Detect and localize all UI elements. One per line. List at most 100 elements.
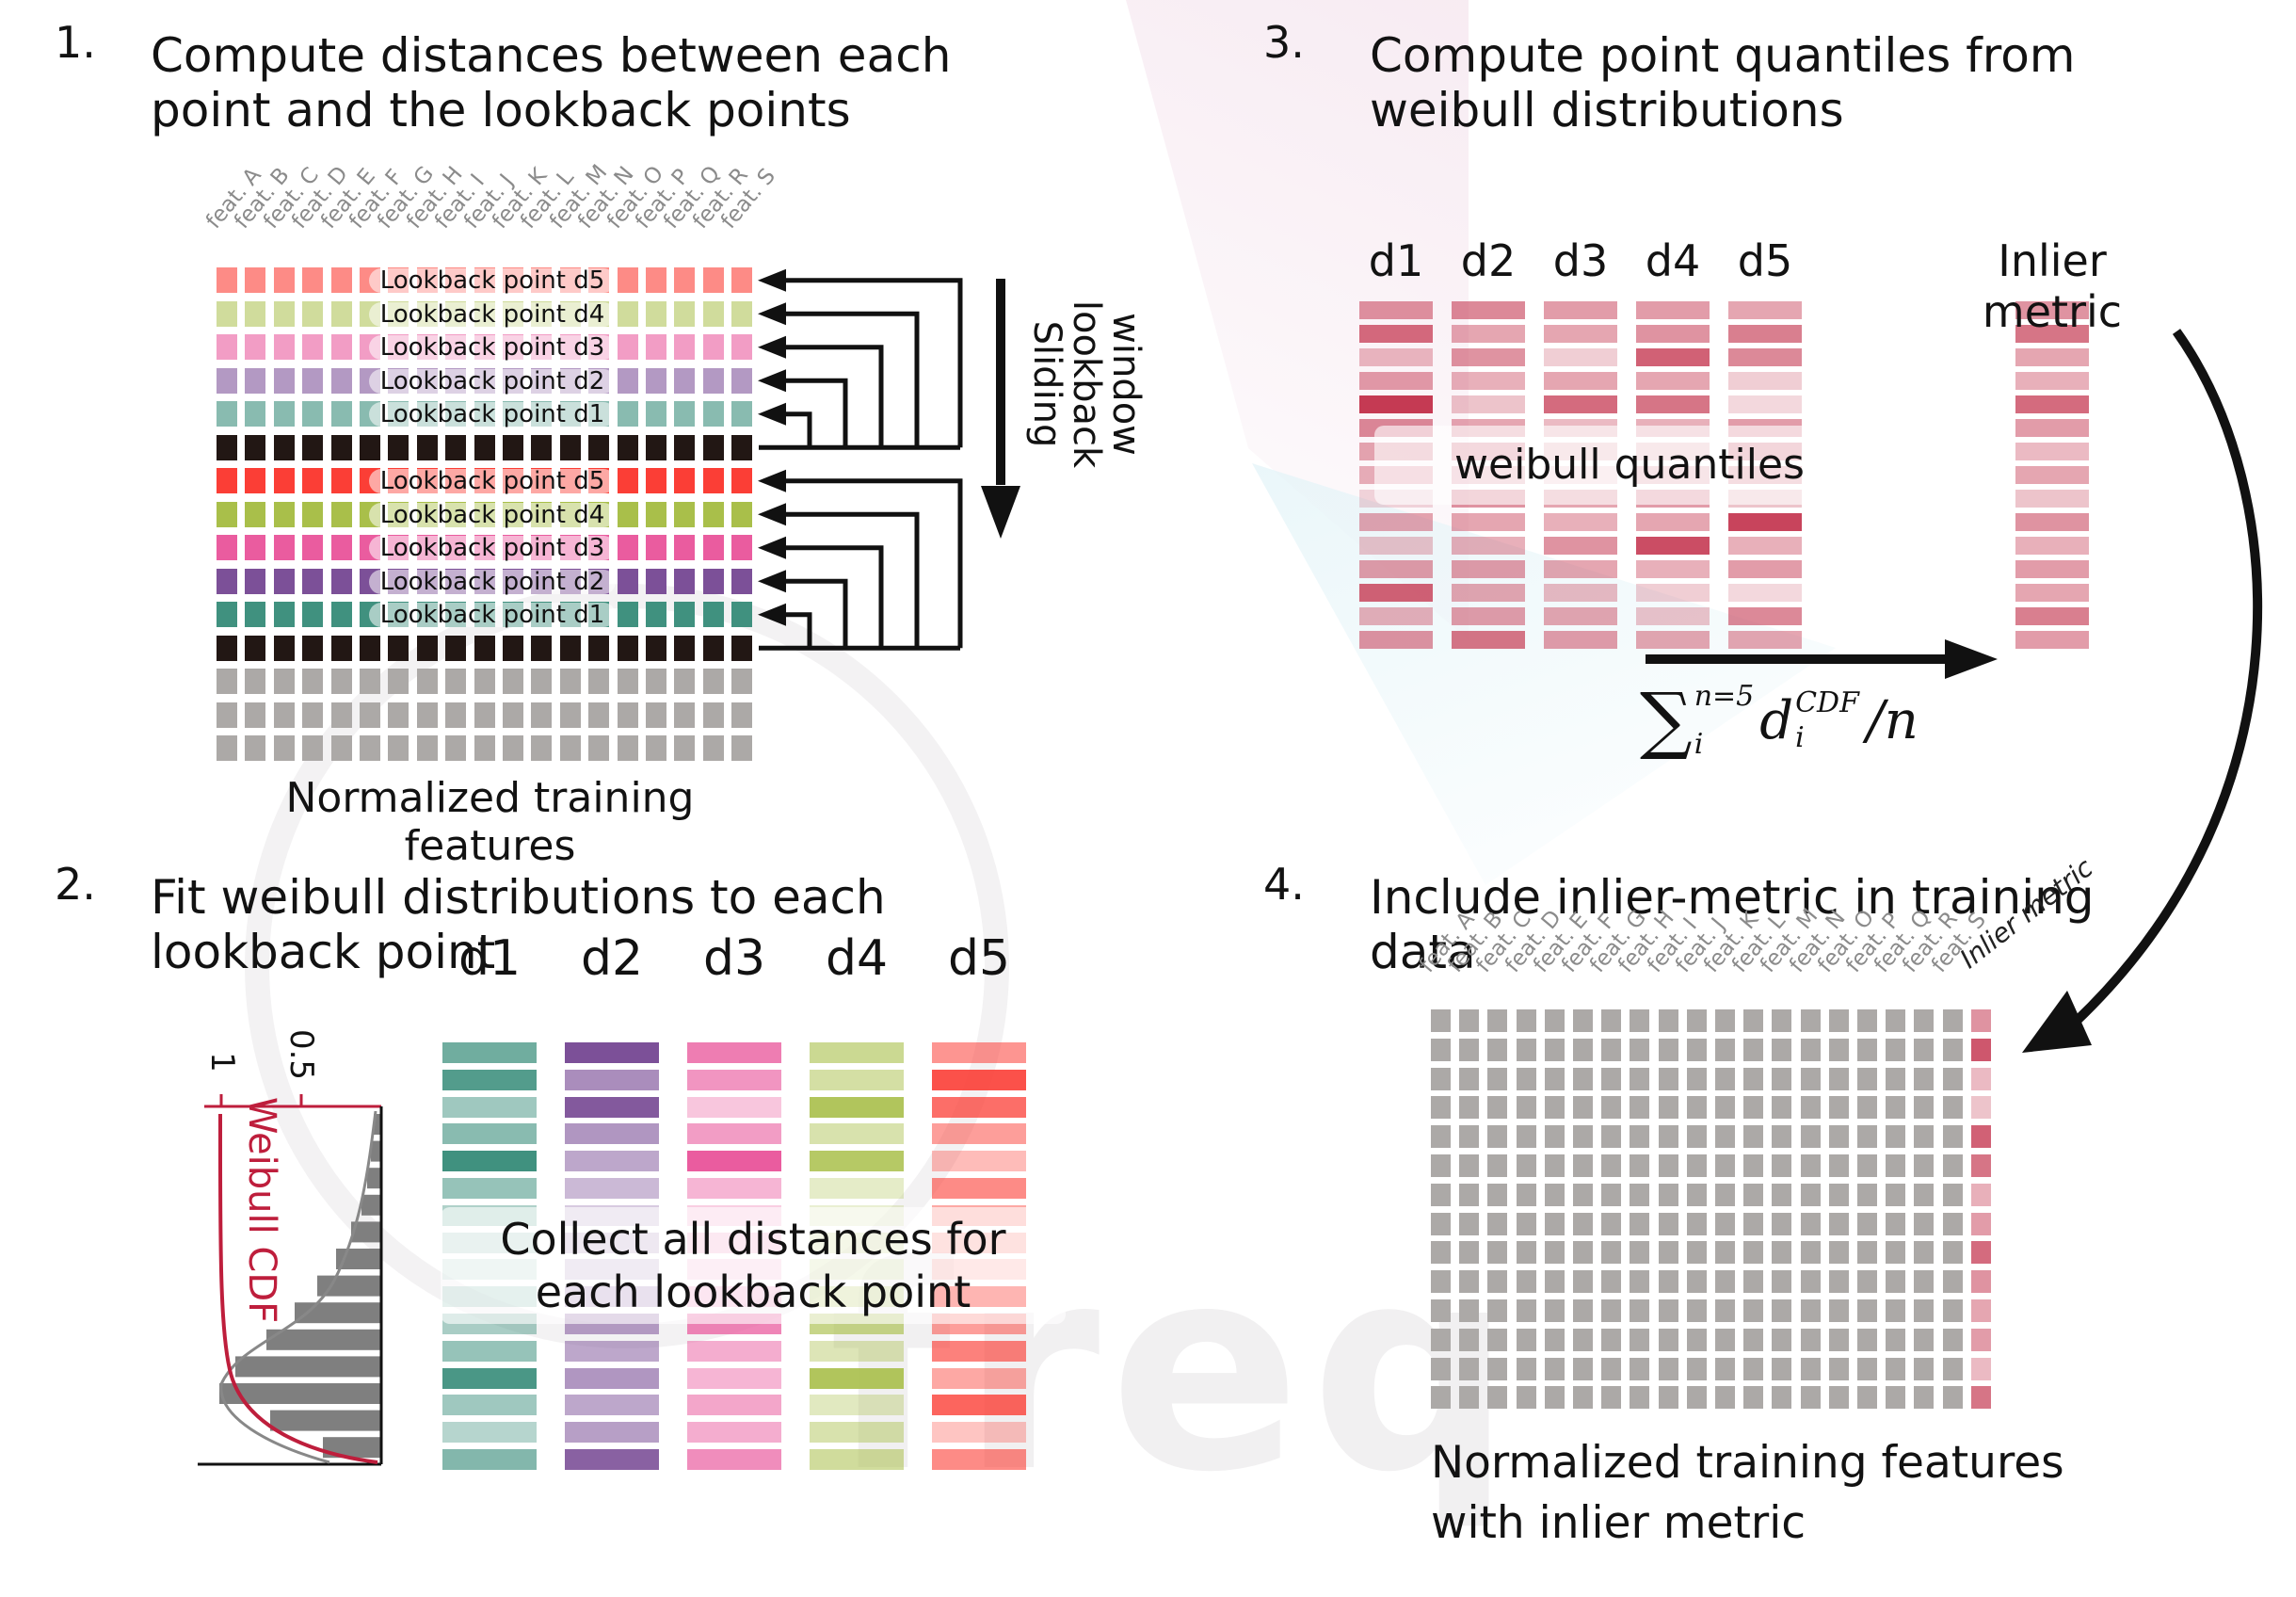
feature-cell	[1459, 1241, 1480, 1265]
distance-bar	[687, 1096, 781, 1118]
feature-cell	[588, 669, 610, 694]
lookback-cell	[302, 300, 324, 327]
feature-cell	[1800, 1183, 1821, 1206]
feature-cell	[1743, 1328, 1764, 1351]
current-point-cell	[445, 635, 467, 661]
feature-cell	[1544, 1386, 1565, 1410]
lookback-cell	[674, 401, 696, 427]
feature-cell	[1800, 1038, 1821, 1061]
feature-cell	[1715, 1241, 1735, 1265]
feature-cell	[1573, 1154, 1593, 1177]
formula-upper-limit: n=5	[1694, 680, 1755, 713]
distance-column-header: d5	[947, 930, 1011, 987]
feature-cell	[1601, 1125, 1622, 1149]
feature-cell	[1686, 1386, 1707, 1410]
distance-bar	[810, 1042, 904, 1063]
inlier-metric-bar	[2015, 395, 2089, 413]
lookback-cell	[330, 367, 352, 394]
distance-bar	[565, 1042, 659, 1063]
formula-divided-by-n: /n	[1866, 689, 1919, 751]
feature-cell	[1516, 1212, 1536, 1235]
feature-cell	[1857, 1183, 1877, 1206]
distance-bar	[565, 1096, 659, 1118]
feature-cell	[1772, 1386, 1792, 1410]
quantile-bar	[1728, 301, 1802, 319]
distance-bar	[565, 1340, 659, 1362]
step1-number: 1.	[55, 17, 96, 68]
feature-cell	[1431, 1357, 1451, 1380]
feature-cell	[1715, 1386, 1735, 1410]
sum-arrowhead	[1945, 639, 1998, 679]
feature-cell	[1772, 1125, 1792, 1149]
quantile-bar	[1728, 513, 1802, 531]
inlier-metric-cell	[1970, 1009, 1991, 1032]
lookback-cell	[731, 568, 753, 594]
distance-bar	[810, 1422, 904, 1444]
quantile-bar	[1636, 607, 1710, 625]
current-point-cell	[217, 434, 237, 460]
distance-bar	[687, 1069, 781, 1090]
lookback-cell	[731, 267, 753, 293]
feature-cell	[360, 702, 380, 728]
panel3-inlier-metric-header: Inlier metric	[1982, 235, 2123, 337]
distance-column-header: d1	[458, 930, 522, 987]
lookback-cell	[702, 367, 724, 394]
current-point-cell	[360, 434, 380, 460]
distance-bar	[932, 1367, 1026, 1389]
histogram-bar	[270, 1410, 381, 1431]
quantile-column-header: d3	[1552, 235, 1609, 286]
feature-cell	[1459, 1328, 1480, 1351]
quantile-bar	[1544, 584, 1617, 602]
lookback-cell	[245, 401, 266, 427]
distance-bar	[442, 1340, 537, 1362]
feature-cell	[1516, 1357, 1536, 1380]
step2-title-line1: Fit weibull distributions to each	[151, 870, 886, 925]
feature-cell	[1686, 1357, 1707, 1380]
lookback-cell	[330, 568, 352, 594]
quantile-bar	[1452, 537, 1525, 555]
feature-cell	[1601, 1386, 1622, 1410]
distance-bar	[687, 1151, 781, 1172]
lookback-cell	[273, 468, 295, 493]
distance-bar	[565, 1449, 659, 1470]
feature-cell	[388, 735, 409, 761]
current-point-cell	[503, 635, 523, 661]
feature-cell	[1686, 1125, 1707, 1149]
lookback-cell	[273, 401, 295, 427]
current-point-cell	[360, 635, 380, 661]
feature-cell	[1828, 1183, 1849, 1206]
feature-cell	[1800, 1299, 1821, 1322]
feature-cell	[1800, 1386, 1821, 1410]
formula-lower-limit: i	[1694, 728, 1704, 761]
lookback-cell	[646, 501, 666, 527]
inlier-metric-cell	[1970, 1328, 1991, 1351]
quantile-column-header: d1	[1368, 235, 1424, 286]
feature-cell	[1544, 1357, 1565, 1380]
lookback-row-label: Lookback point d4	[369, 502, 616, 527]
lookback-row-label: Lookback point d1	[369, 402, 616, 427]
feature-cell	[1942, 1038, 1963, 1061]
step1-title-line2: point and the lookback points	[151, 83, 851, 137]
feature-cell	[617, 735, 638, 761]
feature-cell	[1743, 1299, 1764, 1322]
inlier-metric-bar	[2015, 560, 2089, 578]
lookback-arrow-line	[783, 612, 812, 649]
feature-cell	[1772, 1067, 1792, 1090]
inlier-metric-bar	[2015, 325, 2089, 343]
inlier-metric-cell	[1970, 1386, 1991, 1410]
feature-cell	[330, 669, 352, 694]
feature-cell	[1431, 1241, 1451, 1265]
distance-bar	[442, 1395, 537, 1416]
distance-bar	[442, 1449, 537, 1470]
lookback-cell	[245, 300, 266, 327]
lookback-cell	[646, 568, 666, 594]
quantile-bar	[1544, 631, 1617, 649]
feature-cell	[503, 702, 523, 728]
feature-cell	[531, 669, 553, 694]
sliding-window-word: lookback	[1065, 299, 1108, 469]
quantile-bar	[1452, 607, 1525, 625]
step1-title: Compute distances between each point and…	[151, 28, 951, 137]
lookback-cell	[217, 468, 237, 493]
current-point-cell	[531, 635, 553, 661]
